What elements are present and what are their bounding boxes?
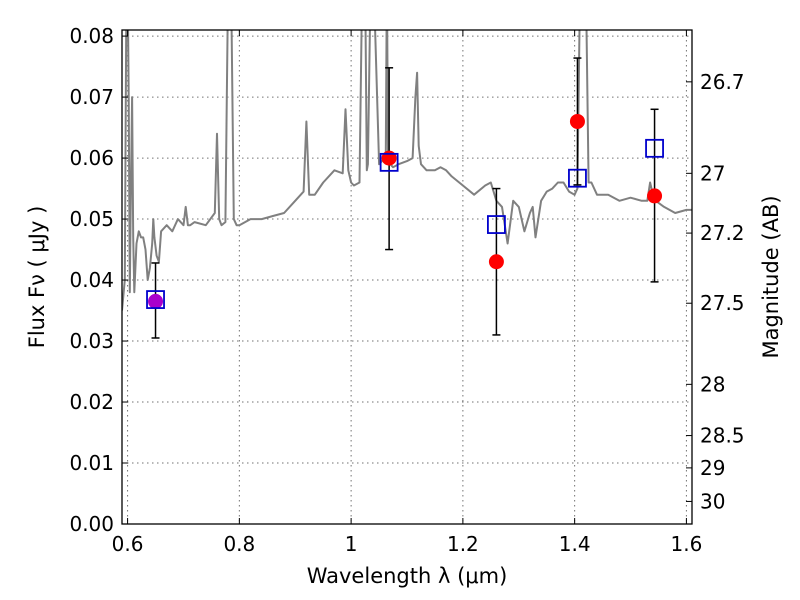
magnitude-tick-label: 30	[700, 489, 725, 513]
x-tick-label: 0.6	[112, 532, 144, 556]
observed-point	[148, 293, 164, 309]
y-tick-label: 0.05	[69, 207, 114, 231]
magnitude-tick-label: 28	[700, 372, 725, 396]
magnitude-tick-label: 27.2	[700, 221, 745, 245]
observed-point	[488, 254, 504, 270]
y-tick-label: 0.06	[69, 146, 114, 170]
y-tick-label: 0.07	[69, 85, 114, 109]
y-tick-label: 0.02	[69, 390, 114, 414]
plot-frame	[121, 29, 693, 525]
model-point	[645, 138, 664, 158]
model-point	[487, 215, 506, 234]
axis-ticks: 0.6 0.8 1 1.2 1.4 1.6 0.00 0.01 0.02 0.03 0.04 0.05…	[69, 24, 744, 556]
right-axis-label: Magnitude (AB)	[759, 195, 783, 358]
x-axis-label: Wavelength λ (μm)	[307, 564, 508, 588]
model-point	[379, 152, 399, 172]
template-spectrum	[122, 30, 692, 311]
y-axis-label: Flux Fν ( μJy )	[25, 206, 49, 349]
magnitude-tick-label: 29	[700, 456, 725, 480]
magnitude-tick-label: 27.5	[700, 291, 745, 315]
spectrum-line	[122, 30, 692, 311]
model-point	[146, 290, 165, 309]
magnitude-tick-label: 27	[700, 161, 725, 185]
observed-point	[569, 113, 585, 129]
observed-point	[381, 150, 397, 166]
y-tick-label: 0.04	[69, 268, 114, 292]
model-point	[568, 168, 587, 188]
observed-point	[647, 188, 663, 204]
grid-lines	[122, 30, 692, 525]
x-tick-label: 1	[345, 532, 358, 556]
x-tick-label: 1.6	[671, 532, 703, 556]
x-tick-label: 1.4	[559, 532, 591, 556]
y-tick-label: 0.03	[69, 329, 114, 353]
x-tick-label: 0.8	[223, 532, 255, 556]
x-tick-label: 1.2	[447, 532, 479, 556]
magnitude-tick-label: 28.5	[700, 424, 745, 448]
magnitude-tick-label: 26.7	[700, 70, 745, 94]
y-tick-label: 0.01	[69, 451, 114, 475]
y-tick-label: 0.00	[69, 512, 114, 536]
photometry-points	[146, 57, 664, 339]
y-tick-label: 0.08	[69, 24, 114, 48]
